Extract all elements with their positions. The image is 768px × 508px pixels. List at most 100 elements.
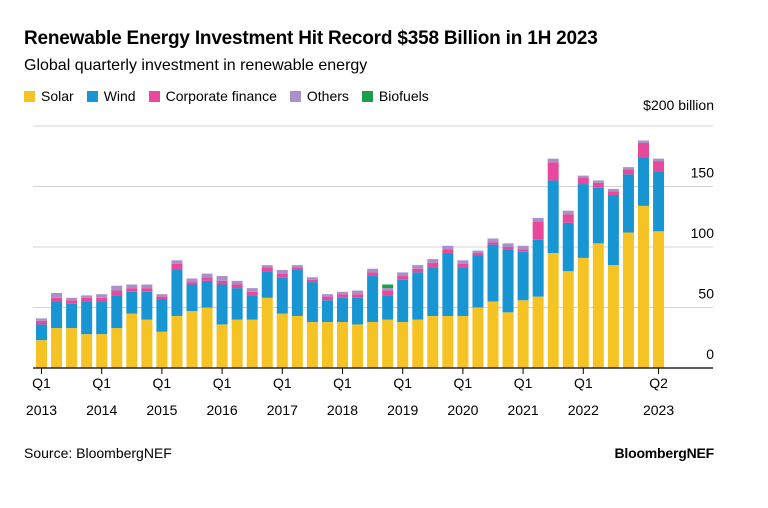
bar-segment-corporate-finance	[171, 263, 183, 270]
y-tick-label: 50	[698, 286, 714, 302]
bar-segment-corporate-finance	[306, 279, 318, 283]
y-tick-label: 100	[691, 225, 715, 241]
bar-segment-solar	[96, 334, 108, 368]
bar-segment-solar	[547, 253, 559, 368]
bar-segment-others	[291, 265, 303, 268]
bar-segment-solar	[472, 307, 484, 368]
bar-segment-corporate-finance	[517, 249, 529, 252]
bar-segment-wind	[51, 301, 63, 329]
bar-segment-wind	[547, 180, 559, 254]
x-tick-label-year: 2020	[447, 402, 478, 418]
bar-segment-corporate-finance	[246, 291, 258, 296]
bar-segment-others	[638, 140, 649, 143]
bar-segment-wind	[36, 324, 47, 341]
bar-segment-corporate-finance	[111, 290, 123, 296]
bar-segment-corporate-finance	[186, 282, 198, 285]
bar-segment-others	[653, 158, 665, 162]
bar-segment-solar	[156, 331, 168, 368]
bar-segment-corporate-finance	[592, 182, 604, 188]
bar-segment-wind	[457, 267, 469, 316]
bar-segment-others	[201, 273, 213, 278]
bar-segment-others	[81, 295, 93, 298]
bar-segment-others	[367, 268, 379, 273]
bar-segment-others	[337, 291, 348, 295]
bar-segment-others	[186, 278, 198, 283]
x-tick-label-year: 2019	[387, 402, 418, 418]
bar-segment-solar	[126, 313, 138, 368]
source-note: Source: BloombergNEF	[24, 445, 172, 461]
bar-segment-solar	[427, 315, 439, 368]
x-tick-label-year: 2016	[207, 402, 238, 418]
y-tick-label: $200 billion	[643, 97, 714, 113]
bar-segment-corporate-finance	[638, 142, 649, 158]
bar-segment-corporate-finance	[141, 288, 153, 292]
bar-segment-corporate-finance	[412, 268, 424, 273]
bar-segment-wind	[96, 301, 108, 335]
bar-segment-corporate-finance	[201, 277, 213, 281]
x-tick-label-quarter: Q1	[514, 375, 533, 391]
legend-swatch-wind	[86, 90, 98, 102]
legend-label-wind: Wind	[103, 88, 136, 104]
bar-segment-wind	[261, 271, 273, 298]
bar-segment-wind	[653, 171, 665, 232]
bar-segment-corporate-finance	[126, 288, 138, 292]
legend-item-corporate-finance: Corporate finance	[148, 88, 277, 104]
x-tick-label-year: 2013	[26, 402, 57, 418]
bar-segment-solar	[201, 307, 213, 368]
bar-segment-solar	[111, 328, 123, 368]
bar-segment-wind	[412, 272, 424, 320]
bar-segment-solar	[246, 319, 258, 368]
bar-segment-others	[306, 277, 318, 280]
bar-segment-wind	[81, 301, 93, 335]
bar-segment-others	[276, 269, 288, 274]
x-tick-label-year: 2021	[508, 402, 539, 418]
bar-segment-wind	[367, 276, 379, 323]
bar-segment-wind	[231, 288, 243, 320]
bar-segment-others	[111, 285, 123, 291]
bar-segment-others	[397, 272, 409, 277]
bar-segment-corporate-finance	[472, 253, 484, 256]
bar-segment-others	[427, 259, 439, 263]
x-tick-label-quarter: Q1	[393, 375, 412, 391]
legend-label-biofuels: Biofuels	[378, 88, 429, 104]
legend-item-wind: Wind	[86, 88, 136, 104]
x-tick-label-quarter: Q1	[213, 375, 232, 391]
bar-segment-solar	[216, 324, 228, 368]
legend-item-others: Others	[289, 88, 349, 104]
bar-segment-corporate-finance	[156, 296, 168, 300]
legend-label-solar: Solar	[41, 88, 74, 104]
bar-segment-solar	[442, 315, 454, 368]
bar-segment-solar	[276, 313, 288, 368]
bar-segment-others	[607, 188, 619, 192]
bar-segment-corporate-finance	[457, 263, 469, 268]
legend-swatch-others	[289, 90, 301, 102]
bar-segment-wind	[427, 267, 439, 316]
bar-segment-corporate-finance	[276, 273, 288, 278]
bar-segment-others	[517, 245, 529, 250]
legend-item-solar: Solar	[24, 88, 74, 104]
x-tick-label-quarter: Q1	[92, 375, 111, 391]
bar-segment-wind	[442, 253, 454, 316]
x-tick-label-quarter: Q1	[273, 375, 292, 391]
legend: Solar Wind Corporate finance Others Biof…	[24, 88, 442, 104]
bar-segment-corporate-finance	[622, 169, 634, 175]
bar-segment-wind	[397, 279, 409, 323]
bar-segment-wind	[517, 251, 529, 301]
bar-segment-wind	[126, 291, 138, 314]
bar-segment-solar	[291, 315, 303, 368]
bar-segment-solar	[412, 319, 424, 368]
legend-swatch-solar	[24, 90, 35, 102]
bar-segment-solar	[653, 231, 665, 368]
bar-segment-corporate-finance	[653, 161, 665, 172]
bar-segment-others	[547, 158, 559, 163]
bar-segment-corporate-finance	[577, 178, 589, 185]
bar-segment-wind	[592, 187, 604, 244]
bar-segment-wind	[352, 297, 364, 325]
bar-segment-corporate-finance	[337, 294, 348, 298]
bar-segment-wind	[382, 295, 394, 320]
bar-segment-corporate-finance	[216, 280, 228, 285]
bar-segment-wind	[306, 282, 318, 323]
bar-segment-solar	[502, 312, 514, 368]
bar-segment-solar	[517, 300, 529, 368]
bar-segment-corporate-finance	[532, 221, 544, 240]
